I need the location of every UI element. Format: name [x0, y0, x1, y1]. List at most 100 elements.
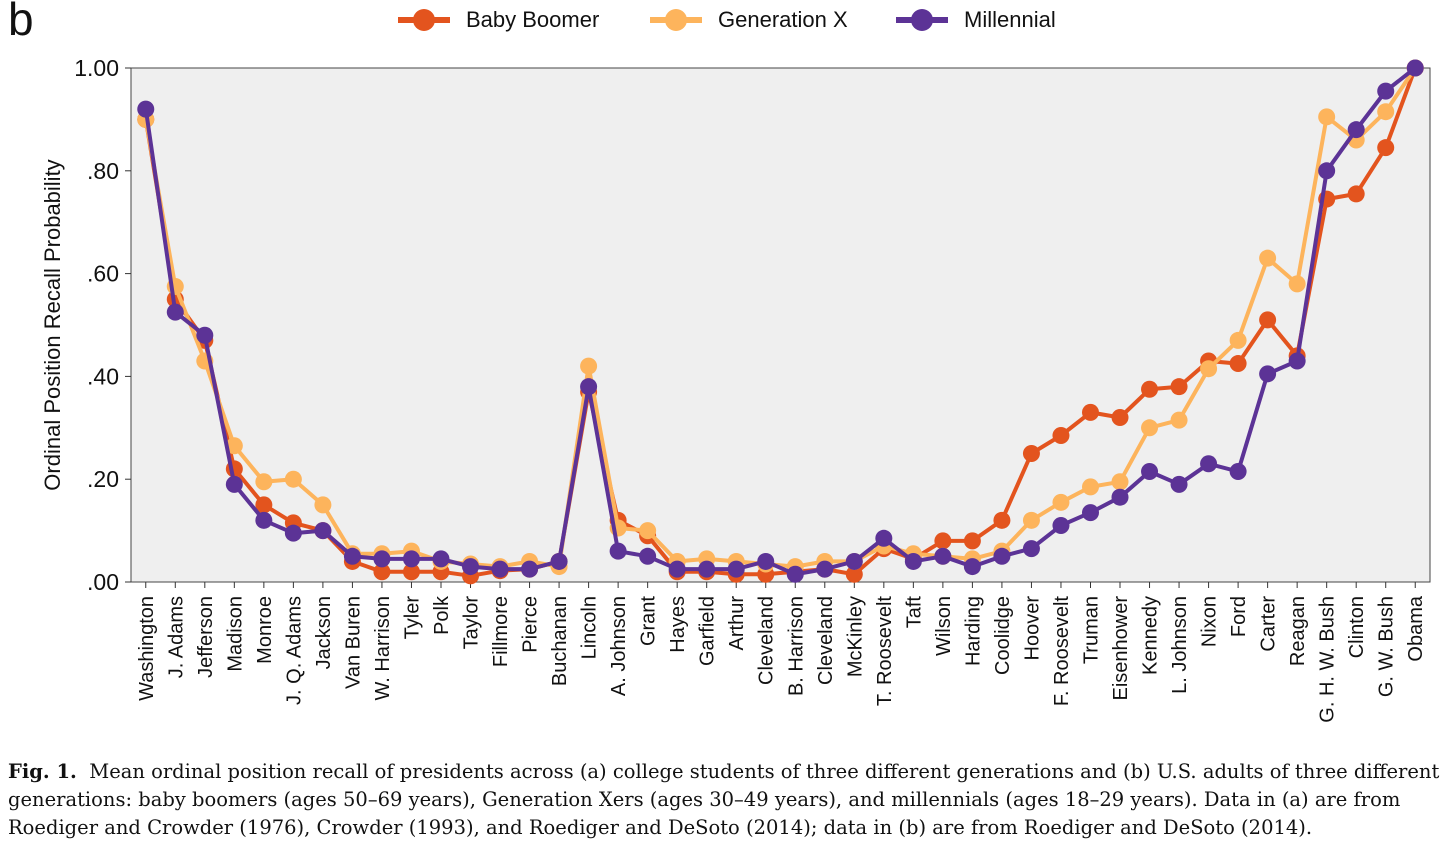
panel-label: b: [8, 0, 34, 45]
legend-label-millennial: Millennial: [964, 7, 1056, 32]
y-tick-label: 1.00: [74, 55, 119, 81]
data-point-millennial: [1259, 365, 1277, 383]
legend-marker-generation-x: [650, 4, 702, 36]
data-point-millennial: [963, 558, 981, 576]
data-point-millennial: [1347, 121, 1365, 139]
data-point-generation-x: [1377, 103, 1395, 121]
y-tick-label: .60: [87, 261, 119, 287]
x-tick-label: Jefferson: [195, 596, 217, 678]
data-point-millennial: [314, 522, 332, 540]
data-point-baby-boomer: [1022, 445, 1040, 462]
x-tick-label: Fillmore: [490, 596, 512, 667]
x-tick-label: L. Johnson: [1169, 596, 1191, 694]
data-point-millennial: [402, 550, 420, 568]
x-tick-label: T. Roosevelt: [874, 596, 896, 706]
data-point-baby-boomer: [1347, 185, 1365, 203]
data-point-millennial: [698, 560, 716, 578]
data-point-generation-x: [1229, 331, 1247, 349]
data-point-generation-x: [225, 437, 243, 455]
x-tick-label: Cleveland: [815, 596, 837, 685]
data-point-generation-x: [1259, 249, 1277, 267]
y-tick-label: .00: [87, 569, 119, 595]
data-point-millennial: [373, 550, 391, 568]
data-point-baby-boomer: [934, 532, 952, 550]
x-tick-label: Pierce: [520, 596, 542, 653]
x-tick-label: Obama: [1405, 595, 1427, 661]
data-point-millennial: [1081, 504, 1099, 522]
data-point-generation-x: [1022, 511, 1040, 529]
x-tick-label: Kennedy: [1140, 596, 1162, 675]
data-point-generation-x: [1052, 493, 1070, 511]
data-point-millennial: [1200, 455, 1218, 473]
x-tick-label: Nixon: [1199, 596, 1221, 647]
x-tick-label: Carter: [1258, 596, 1280, 652]
data-point-baby-boomer: [1141, 380, 1159, 398]
data-point-millennial: [521, 560, 539, 578]
data-point-millennial: [934, 547, 952, 565]
x-tick-label: Garfield: [697, 596, 719, 666]
data-point-millennial: [462, 558, 480, 576]
data-point-millennial: [580, 378, 598, 396]
x-tick-label: Monroe: [254, 596, 276, 664]
data-point-millennial: [166, 303, 184, 321]
data-point-millennial: [1052, 516, 1070, 534]
data-point-millennial: [491, 560, 509, 578]
x-tick-label: Buchanan: [549, 596, 571, 686]
data-point-generation-x: [639, 522, 657, 540]
data-point-millennial: [1170, 475, 1188, 493]
data-point-millennial: [137, 100, 155, 118]
data-point-baby-boomer: [373, 563, 391, 581]
data-point-baby-boomer: [402, 563, 420, 581]
data-point-baby-boomer: [963, 532, 981, 550]
legend-marker-millennial: [896, 4, 948, 36]
x-tick-label: J. Q. Adams: [283, 596, 305, 705]
data-point-millennial: [757, 552, 775, 570]
data-point-millennial: [816, 560, 834, 578]
data-point-millennial: [1022, 540, 1040, 558]
legend-marker-baby-boomer: [398, 4, 450, 36]
x-tick-label: Madison: [224, 596, 246, 672]
data-point-millennial: [904, 552, 922, 570]
x-tick-label: W. Harrison: [372, 596, 394, 700]
x-tick-label: Wilson: [933, 596, 955, 656]
legend-label-baby-boomer: Baby Boomer: [466, 7, 600, 32]
data-point-baby-boomer: [1052, 427, 1070, 445]
x-tick-label: Hoover: [1021, 596, 1043, 661]
data-point-baby-boomer: [1170, 378, 1188, 396]
x-tick-label: Taft: [903, 596, 925, 629]
x-tick-label: Harding: [962, 596, 984, 666]
data-point-millennial: [1377, 82, 1395, 100]
data-point-millennial: [1406, 59, 1424, 77]
data-point-generation-x: [1200, 360, 1218, 378]
data-point-millennial: [786, 565, 804, 583]
y-tick-label: .20: [87, 466, 119, 492]
x-tick-label: Truman: [1080, 596, 1102, 664]
x-tick-label: Grant: [638, 596, 660, 646]
data-point-generation-x: [284, 470, 302, 488]
data-point-baby-boomer: [1377, 139, 1395, 157]
x-tick-label: Jackson: [313, 596, 335, 669]
x-tick-label: Polk: [431, 595, 453, 635]
data-point-baby-boomer: [255, 496, 273, 514]
legend-label-generation-x: Generation X: [718, 7, 848, 32]
data-point-generation-x: [1170, 411, 1188, 429]
caption-prefix: Fig. 1.: [8, 760, 77, 783]
data-point-baby-boomer: [845, 565, 863, 583]
x-tick-label: Clinton: [1346, 596, 1368, 658]
data-point-generation-x: [314, 496, 332, 514]
legend-dot: [911, 9, 933, 31]
x-tick-label: G. W. Bush: [1376, 596, 1398, 697]
x-tick-label: A. Johnson: [608, 596, 630, 696]
data-point-generation-x: [1141, 419, 1159, 437]
x-tick-label: Cleveland: [756, 596, 778, 685]
data-point-millennial: [1141, 462, 1159, 480]
x-tick-label: Reagan: [1287, 596, 1309, 666]
x-tick-label: F. Roosevelt: [1051, 596, 1073, 706]
data-point-millennial: [993, 547, 1011, 565]
legend-item-millennial: Millennial: [896, 4, 1056, 36]
data-point-millennial: [1318, 162, 1336, 180]
x-tick-label: Eisenhower: [1110, 596, 1132, 701]
data-point-millennial: [845, 552, 863, 570]
x-tick-label: McKinley: [844, 596, 866, 677]
data-point-generation-x: [1111, 473, 1129, 491]
